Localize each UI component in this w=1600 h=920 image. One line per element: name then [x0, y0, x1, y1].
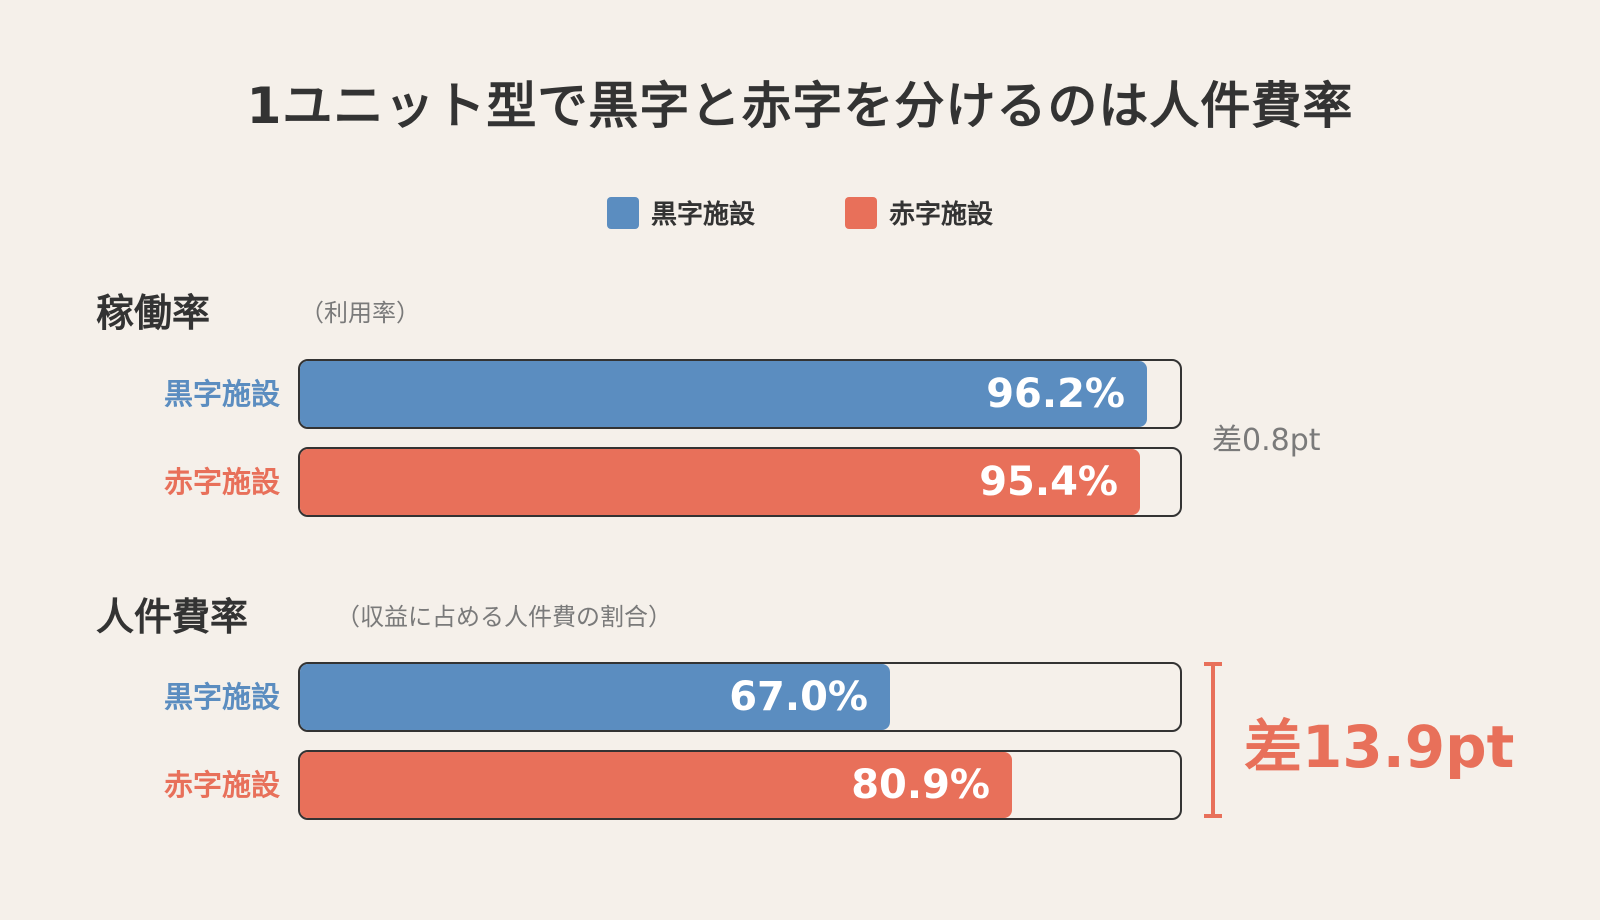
difference-labor-cost: 差13.9pt	[1244, 713, 1515, 781]
bar-value-labor-loss: 80.9%	[851, 762, 990, 808]
difference-occupancy: 差0.8pt	[1212, 423, 1321, 458]
bar-value-labor-profit: 67.0%	[729, 674, 868, 720]
legend-swatch-loss	[845, 196, 877, 229]
bar-track-occupancy-loss: 95.4%	[298, 447, 1182, 517]
bar-labor-loss	[300, 752, 1012, 818]
legend-item-profit: 黒字施設	[606, 194, 755, 231]
bar-track-occupancy-profit: 96.2%	[298, 359, 1182, 429]
section-title-labor-cost: 人件費率	[96, 595, 249, 639]
category-label-labor-loss: 赤字施設	[163, 768, 280, 802]
section-subtitle-occupancy: （利用率）	[300, 299, 420, 327]
legend-label-loss: 赤字施設	[889, 200, 994, 230]
category-label-labor-profit: 黒字施設	[163, 680, 280, 714]
chart-title: 1ユニット型で黒字と赤字を分けるのは人件費率	[246, 77, 1354, 135]
category-label-occupancy-loss: 赤字施設	[163, 465, 280, 499]
legend-swatch-profit	[606, 196, 639, 229]
bar-track-labor-profit: 67.0%	[298, 662, 1182, 732]
bar-occupancy-profit	[300, 361, 1147, 427]
section-subtitle-labor-cost: （収益に占める人件費の割合）	[336, 603, 672, 631]
bar-value-occupancy-profit: 96.2%	[986, 371, 1125, 417]
difference-bracket	[1204, 662, 1222, 818]
category-label-occupancy-profit: 黒字施設	[163, 377, 280, 411]
bar-occupancy-loss	[300, 449, 1140, 515]
legend: 黒字施設 赤字施設	[0, 194, 1600, 231]
bar-labor-profit	[300, 664, 890, 730]
section-title-occupancy: 稼働率	[96, 291, 211, 335]
bar-value-occupancy-loss: 95.4%	[979, 459, 1118, 505]
legend-label-profit: 黒字施設	[650, 200, 755, 230]
bar-track-labor-loss: 80.9%	[298, 750, 1182, 820]
legend-item-loss: 赤字施設	[845, 194, 993, 231]
